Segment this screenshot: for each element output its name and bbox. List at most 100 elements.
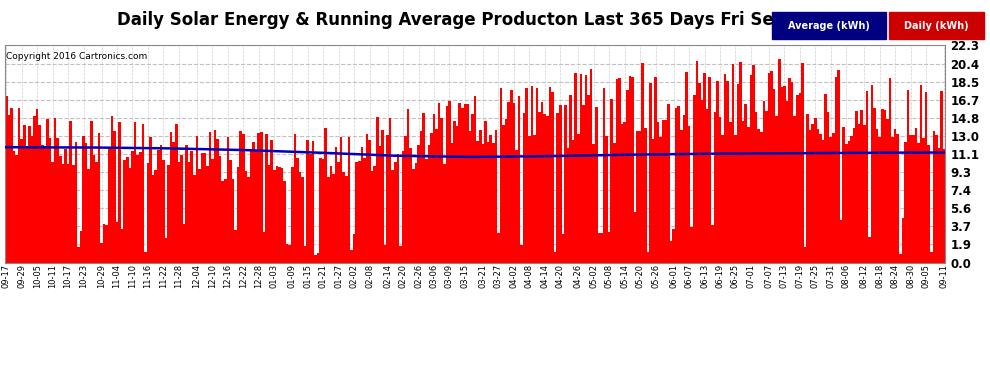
Bar [402, 152, 404, 262]
Bar [489, 135, 492, 262]
Bar [275, 166, 278, 262]
Bar [116, 222, 119, 262]
Bar [18, 108, 21, 262]
Bar [132, 152, 134, 262]
Bar [262, 232, 265, 262]
Bar [227, 138, 229, 262]
Bar [314, 255, 317, 262]
Bar [664, 120, 667, 262]
Bar [714, 112, 716, 262]
Bar [690, 226, 693, 262]
Bar [711, 225, 714, 262]
Bar [696, 61, 698, 262]
Bar [492, 143, 495, 262]
Bar [706, 109, 709, 262]
Bar [185, 145, 188, 262]
Bar [47, 119, 49, 262]
Bar [346, 176, 347, 262]
Bar [157, 150, 159, 262]
Bar [338, 162, 340, 262]
Bar [317, 253, 320, 262]
Bar [796, 95, 799, 262]
Bar [502, 125, 505, 262]
Bar [752, 65, 754, 262]
Bar [860, 111, 863, 262]
Bar [49, 138, 51, 262]
Bar [51, 162, 53, 262]
Bar [765, 111, 767, 262]
Bar [582, 105, 585, 262]
Bar [190, 151, 193, 262]
Text: Average (kWh): Average (kWh) [788, 21, 870, 31]
Bar [34, 116, 36, 262]
Bar [518, 96, 521, 262]
Bar [384, 245, 386, 262]
Bar [8, 116, 10, 262]
Bar [304, 246, 307, 262]
Bar [232, 179, 235, 262]
Bar [873, 108, 876, 262]
Bar [100, 243, 103, 262]
Bar [72, 165, 74, 262]
Bar [523, 114, 526, 262]
Bar [209, 132, 211, 262]
Bar [436, 129, 438, 262]
Bar [368, 140, 371, 262]
Bar [448, 101, 450, 262]
Bar [902, 218, 904, 262]
Bar [732, 64, 735, 262]
Bar [381, 130, 384, 262]
Bar [111, 116, 113, 262]
Bar [740, 62, 742, 262]
Bar [850, 136, 852, 262]
Bar [863, 125, 865, 262]
Bar [53, 118, 56, 262]
Bar [352, 234, 355, 262]
Bar [598, 233, 600, 262]
Bar [428, 146, 430, 262]
Bar [881, 109, 884, 262]
Bar [783, 86, 786, 262]
Bar [145, 252, 147, 262]
Bar [729, 122, 732, 262]
Bar [399, 246, 402, 262]
Bar [747, 127, 749, 262]
Bar [907, 90, 910, 262]
Bar [296, 158, 299, 262]
Bar [613, 143, 616, 262]
Bar [814, 118, 817, 262]
Bar [667, 104, 670, 262]
Bar [735, 135, 737, 262]
Bar [443, 164, 446, 262]
Bar [433, 114, 436, 262]
Bar [164, 238, 167, 262]
Bar [482, 144, 484, 262]
Bar [587, 95, 590, 262]
Bar [26, 146, 28, 262]
Bar [646, 252, 649, 262]
Bar [724, 74, 727, 262]
Bar [82, 136, 85, 262]
Bar [801, 63, 804, 262]
Bar [685, 72, 688, 262]
Bar [278, 167, 280, 262]
Bar [819, 134, 822, 262]
Bar [74, 142, 77, 262]
Bar [709, 76, 711, 262]
Bar [838, 70, 840, 262]
Bar [871, 85, 873, 262]
Bar [175, 124, 177, 262]
Bar [66, 164, 69, 262]
Bar [569, 95, 572, 262]
Bar [286, 244, 288, 262]
Bar [41, 145, 44, 262]
Bar [680, 130, 683, 262]
Bar [891, 137, 894, 262]
Bar [64, 149, 66, 262]
Bar [389, 118, 391, 262]
Bar [92, 155, 95, 262]
Bar [590, 69, 592, 262]
Bar [546, 116, 548, 262]
Bar [162, 160, 164, 262]
Bar [248, 177, 249, 262]
